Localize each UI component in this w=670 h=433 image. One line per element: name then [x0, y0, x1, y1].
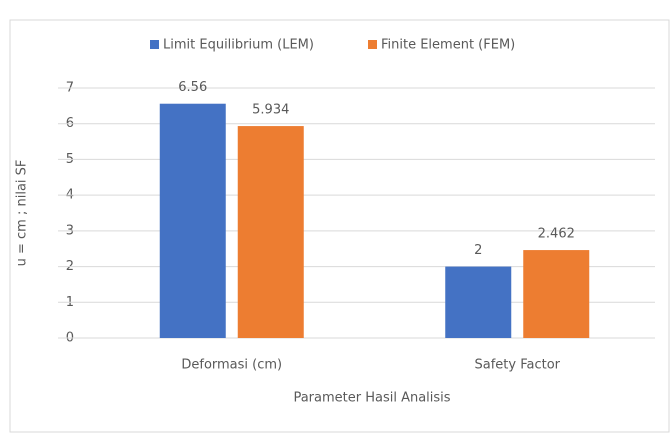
data-label: 2.462	[538, 227, 575, 242]
data-label: 6.56	[178, 80, 207, 95]
bar	[237, 126, 304, 338]
legend-label: Finite Element (FEM)	[381, 38, 515, 53]
bar	[523, 250, 590, 338]
bar	[445, 266, 512, 338]
legend-swatch	[368, 40, 377, 49]
x-axis-label: Parameter Hasil Analisis	[293, 391, 450, 406]
legend-swatch	[150, 40, 159, 49]
bar	[159, 103, 226, 338]
x-tick-label: Safety Factor	[474, 358, 560, 373]
data-label: 2	[474, 243, 482, 258]
x-tick-label: Deformasi (cm)	[181, 358, 282, 373]
chart-frame	[9, 19, 670, 433]
data-label: 5.934	[252, 103, 289, 118]
y-axis-label: u = cm ; nilai SF	[15, 160, 30, 267]
legend-label: Limit Equilibrium (LEM)	[163, 38, 314, 53]
